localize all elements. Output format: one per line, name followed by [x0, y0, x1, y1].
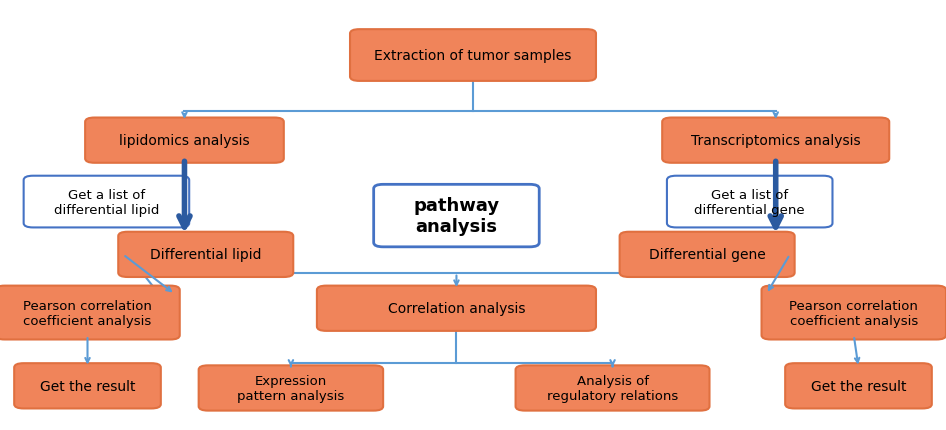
FancyBboxPatch shape [14, 363, 161, 408]
FancyBboxPatch shape [620, 232, 795, 277]
FancyBboxPatch shape [199, 366, 383, 411]
Text: Get a list of
differential gene: Get a list of differential gene [694, 188, 805, 216]
Text: Get the result: Get the result [811, 379, 906, 393]
Text: pathway
analysis: pathway analysis [413, 197, 499, 236]
Text: Get a list of
differential lipid: Get a list of differential lipid [54, 188, 159, 216]
FancyBboxPatch shape [516, 366, 710, 411]
FancyBboxPatch shape [85, 118, 284, 163]
Text: Differential gene: Differential gene [649, 248, 765, 262]
FancyBboxPatch shape [662, 118, 889, 163]
FancyBboxPatch shape [317, 286, 596, 331]
Text: Differential lipid: Differential lipid [150, 248, 261, 262]
FancyBboxPatch shape [374, 185, 539, 247]
Text: Extraction of tumor samples: Extraction of tumor samples [375, 49, 571, 63]
Text: Analysis of
regulatory relations: Analysis of regulatory relations [547, 374, 678, 402]
FancyBboxPatch shape [0, 286, 180, 340]
Text: Transcriptomics analysis: Transcriptomics analysis [691, 134, 861, 148]
Text: Get the result: Get the result [40, 379, 135, 393]
FancyBboxPatch shape [118, 232, 293, 277]
FancyBboxPatch shape [667, 176, 832, 228]
Text: Pearson correlation
coefficient analysis: Pearson correlation coefficient analysis [789, 299, 919, 327]
FancyBboxPatch shape [762, 286, 946, 340]
Text: lipidomics analysis: lipidomics analysis [119, 134, 250, 148]
FancyBboxPatch shape [785, 363, 932, 408]
Text: Correlation analysis: Correlation analysis [388, 301, 525, 316]
FancyBboxPatch shape [350, 30, 596, 82]
FancyBboxPatch shape [24, 176, 189, 228]
Text: Pearson correlation
coefficient analysis: Pearson correlation coefficient analysis [23, 299, 152, 327]
Text: Expression
pattern analysis: Expression pattern analysis [237, 374, 344, 402]
